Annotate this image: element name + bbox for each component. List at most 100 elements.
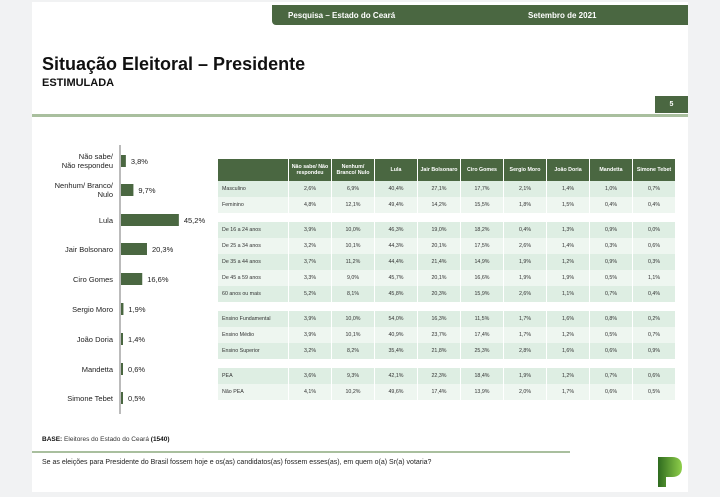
question-text: Se as eleições para Presidente do Brasil…: [42, 459, 432, 466]
table-cell: 1,0%: [590, 181, 632, 197]
table-cell: 54,0%: [375, 311, 417, 327]
table-cell: 3,2%: [289, 238, 331, 254]
table-cell: 0,9%: [590, 254, 632, 270]
column-header: Sergio Moro: [504, 159, 546, 181]
table-cell: 0,7%: [590, 286, 632, 302]
bar: [121, 273, 143, 285]
table-cell: 1,2%: [547, 254, 589, 270]
table-cell: 46,3%: [375, 222, 417, 238]
table-row: Ensino Superior 3,2% 8,2% 35,4% 21,8% 25,3% 2,…: [218, 343, 675, 359]
bar: [121, 333, 123, 345]
table-cell: 1,9%: [504, 270, 546, 286]
row-label: De 35 a 44 anos: [218, 254, 288, 270]
column-header: Lula: [375, 159, 417, 181]
table-cell: 0,7%: [633, 181, 675, 197]
table-cell: 4,8%: [289, 197, 331, 213]
table-cell: 17,4%: [461, 327, 503, 343]
table-cell: 11,2%: [332, 254, 374, 270]
crosstab-table: Não sabe/ Não respondeu Nenhum/ Branco/ N…: [217, 159, 676, 400]
table-cell: 0,8%: [590, 311, 632, 327]
row-label: 60 anos ou mais: [218, 286, 288, 302]
table-cell: 3,6%: [289, 368, 331, 384]
table-cell: 3,9%: [289, 311, 331, 327]
table-cell: 11,5%: [461, 311, 503, 327]
table-row: Masculino 2,6% 6,9% 40,4% 27,1% 17,7% 2,1% 1,4%…: [218, 181, 675, 197]
divider: [32, 114, 688, 117]
table-cell: 25,3%: [461, 343, 503, 359]
table-cell: 0,7%: [590, 368, 632, 384]
table-cell: 16,6%: [461, 270, 503, 286]
table-cell: 1,1%: [547, 286, 589, 302]
bar-chart: 3,8% Não sabe/Não respondeu 9,7% Nenhum/ Br…: [55, 145, 205, 414]
row-label: De 25 a 34 anos: [218, 238, 288, 254]
table-cell: 0,6%: [633, 368, 675, 384]
table-cell: 0,4%: [633, 286, 675, 302]
bar: [121, 214, 179, 226]
table-cell: 1,1%: [633, 270, 675, 286]
table-cell: 13,9%: [461, 384, 503, 400]
table-cell: 0,6%: [590, 343, 632, 359]
data-label: 1,9%: [128, 305, 145, 314]
table-cell: 15,9%: [461, 286, 503, 302]
table-row: Ensino Médio 3,9% 10,1% 40,9% 23,7% 17,4% 1,7%…: [218, 327, 675, 343]
table-cell: 2,6%: [289, 181, 331, 197]
table-cell: 21,4%: [418, 254, 460, 270]
table-cell: 2,6%: [504, 286, 546, 302]
page-subtitle: ESTIMULADA: [42, 77, 115, 89]
data-label: 0,5%: [128, 394, 145, 403]
table-cell: 20,1%: [418, 238, 460, 254]
row-label: Ensino Superior: [218, 343, 288, 359]
table-cell: 20,3%: [418, 286, 460, 302]
table-cell: 3,2%: [289, 343, 331, 359]
table-cell: 3,9%: [289, 327, 331, 343]
data-label: 3,8%: [131, 157, 148, 166]
column-header: Não sabe/ Não respondeu: [289, 159, 331, 181]
table-row: De 16 a 24 anos 3,9% 10,0% 46,3% 19,0% 18,2% 0…: [218, 222, 675, 238]
bar: [121, 184, 134, 196]
table-row: De 35 a 44 anos 3,7% 11,2% 44,4% 21,4% 14,9% 1…: [218, 254, 675, 270]
table-row: Não PEA 4,1% 10,2% 49,6% 17,4% 13,9% 2,0% 1,7% 0…: [218, 384, 675, 400]
table-cell: 1,7%: [504, 327, 546, 343]
bar: [121, 392, 123, 404]
table-cell: 45,7%: [375, 270, 417, 286]
table-row: Feminino 4,8% 12,1% 49,4% 14,2% 15,5% 1,8% 1,5%…: [218, 197, 675, 213]
table-cell: 21,8%: [418, 343, 460, 359]
table-cell: 0,4%: [633, 197, 675, 213]
slide: Pesquisa – Estado do Ceará Setembro de 2…: [32, 2, 688, 492]
column-header: João Doria: [547, 159, 589, 181]
table-cell: 0,0%: [633, 222, 675, 238]
table-cell: 2,1%: [504, 181, 546, 197]
table-row: De 45 a 59 anos 3,3% 9,0% 45,7% 20,1% 16,6% 1,…: [218, 270, 675, 286]
column-header: Mandetta: [590, 159, 632, 181]
table-cell: 0,3%: [633, 254, 675, 270]
table-cell: 0,7%: [633, 327, 675, 343]
table-cell: 18,2%: [461, 222, 503, 238]
table-row: Ensino Fundamental 3,9% 10,0% 54,0% 16,3% 11,…: [218, 311, 675, 327]
table-cell: 5,2%: [289, 286, 331, 302]
table-cell: 0,5%: [590, 327, 632, 343]
table-cell: 0,6%: [633, 238, 675, 254]
table-cell: 40,9%: [375, 327, 417, 343]
survey-date: Setembro de 2021: [528, 11, 597, 20]
table-cell: 3,3%: [289, 270, 331, 286]
data-label: 9,7%: [138, 186, 155, 195]
table-cell: 0,9%: [590, 222, 632, 238]
table-cell: 9,3%: [332, 368, 374, 384]
row-label: Masculino: [218, 181, 288, 197]
table-cell: 1,9%: [547, 270, 589, 286]
column-header: [218, 159, 288, 181]
category-label: Jair Bolsonaro: [65, 245, 113, 254]
category-label: Mandetta: [82, 365, 114, 374]
column-header: Jair Bolsonaro: [418, 159, 460, 181]
category-label: Sergio Moro: [72, 305, 113, 314]
table-cell: 17,5%: [461, 238, 503, 254]
table-cell: 3,7%: [289, 254, 331, 270]
table-cell: 15,5%: [461, 197, 503, 213]
category-label: Nenhum/ Branco/Nulo: [55, 181, 114, 199]
table-cell: 0,4%: [590, 197, 632, 213]
brand-logo-icon: [658, 457, 682, 487]
row-label: De 45 a 59 anos: [218, 270, 288, 286]
survey-name: Pesquisa – Estado do Ceará: [288, 11, 396, 20]
bar: [121, 243, 147, 255]
divider: [32, 451, 570, 453]
